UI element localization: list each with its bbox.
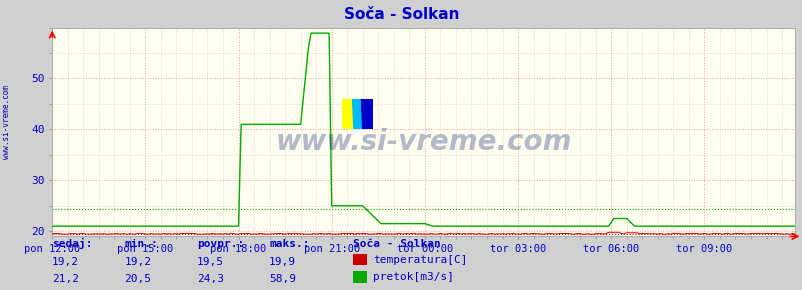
Text: temperatura[C]: temperatura[C] bbox=[373, 255, 468, 264]
Polygon shape bbox=[352, 99, 361, 129]
Text: 19,2: 19,2 bbox=[124, 257, 152, 267]
Text: www.si-vreme.com: www.si-vreme.com bbox=[275, 128, 571, 156]
Text: 19,5: 19,5 bbox=[196, 257, 224, 267]
Text: maks.:: maks.: bbox=[269, 240, 309, 249]
Text: 19,2: 19,2 bbox=[52, 257, 79, 267]
Text: 24,3: 24,3 bbox=[196, 274, 224, 284]
Text: 21,2: 21,2 bbox=[52, 274, 79, 284]
Text: povpr.:: povpr.: bbox=[196, 240, 244, 249]
Text: 20,5: 20,5 bbox=[124, 274, 152, 284]
Text: 19,9: 19,9 bbox=[269, 257, 296, 267]
Text: pretok[m3/s]: pretok[m3/s] bbox=[373, 272, 454, 282]
Text: Soča - Solkan: Soča - Solkan bbox=[343, 7, 459, 22]
Text: Soča - Solkan: Soča - Solkan bbox=[353, 240, 440, 249]
Text: 58,9: 58,9 bbox=[269, 274, 296, 284]
Text: min.:: min.: bbox=[124, 240, 158, 249]
Bar bbox=[342, 99, 355, 129]
Text: www.si-vreme.com: www.si-vreme.com bbox=[2, 85, 11, 159]
Text: sedaj:: sedaj: bbox=[52, 238, 92, 249]
Bar bbox=[355, 99, 373, 129]
